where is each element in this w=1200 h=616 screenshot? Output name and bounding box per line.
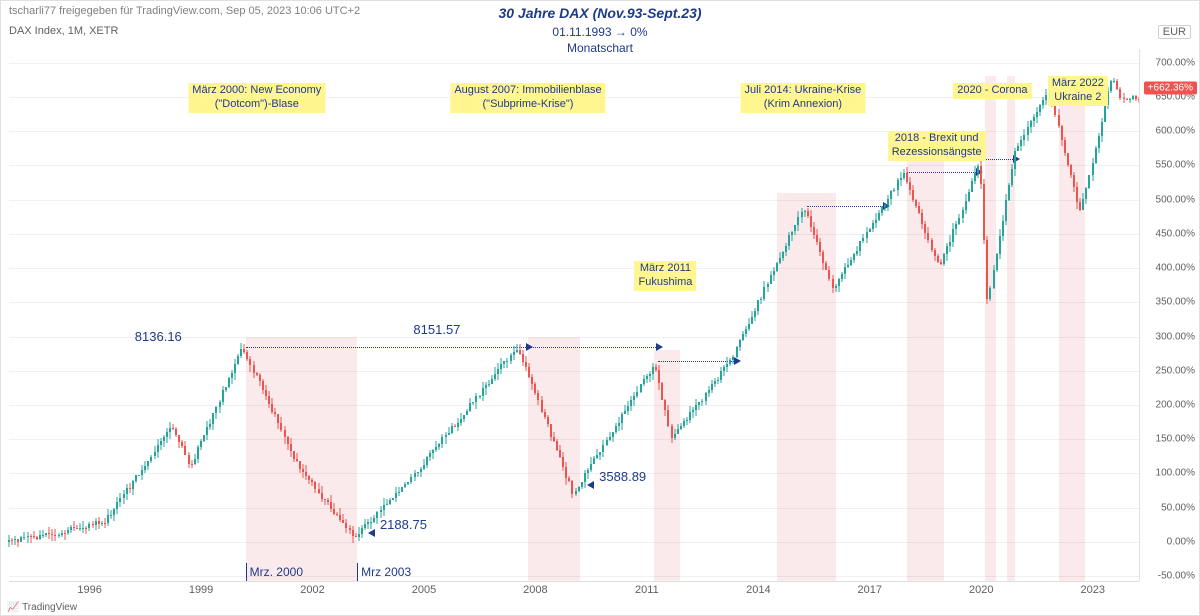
y-tick: 400.00% — [1156, 263, 1195, 274]
value-label: 2188.75 — [380, 517, 427, 532]
trend-line — [907, 172, 978, 173]
tradingview-logo: 📈 TradingView — [7, 602, 77, 613]
event-annotation: August 2007: Immobilienblase("Subprime-K… — [450, 83, 605, 113]
y-tick: 600.00% — [1156, 126, 1195, 137]
x-tick: 2011 — [635, 584, 659, 596]
y-tick: 0.00% — [1167, 536, 1195, 547]
x-tick: 2005 — [412, 584, 436, 596]
trend-line — [246, 347, 528, 348]
y-tick: 100.00% — [1156, 468, 1195, 479]
event-annotation: 2018 - Brexit undRezessionsängste — [888, 131, 986, 161]
symbol-line: DAX Index, 1M, XETR — [9, 25, 118, 41]
last-change-badge: +662.36% — [1144, 82, 1197, 95]
y-tick: 250.00% — [1156, 365, 1195, 376]
x-tick: 2002 — [300, 584, 324, 596]
y-tick: 50.00% — [1161, 502, 1195, 513]
event-annotation: März 2000: New Economy("Dotcom")-Blase — [188, 83, 325, 113]
footer-bar: 📈 TradingView — [1, 601, 1199, 615]
event-annotation: März 2011Fukushima — [635, 261, 697, 291]
y-tick: 450.00% — [1156, 228, 1195, 239]
axis-note-tick — [246, 563, 247, 581]
x-tick: 1996 — [77, 584, 101, 596]
y-tick: 700.00% — [1156, 57, 1195, 68]
y-tick: -50.00% — [1158, 571, 1195, 582]
event-annotation: 2020 - Corona — [953, 83, 1031, 99]
chart-plot-area[interactable]: März 2000: New Economy("Dotcom")-Blase Au… — [9, 49, 1139, 581]
y-tick: 350.00% — [1156, 297, 1195, 308]
event-annotation: Juli 2014: Ukraine-Krise(Krim Annexion) — [741, 83, 866, 113]
x-tick: 2020 — [969, 584, 993, 596]
axis-note-label: Mrz 2003 — [361, 565, 411, 579]
crisis-shade — [528, 337, 580, 581]
crisis-shade — [985, 76, 996, 581]
x-tick: 2014 — [746, 584, 770, 596]
y-axis: -50.00% 0.00% 50.00% 100.00% 150.00% 200.00% 2… — [1139, 49, 1199, 581]
arrow-left-icon — [587, 481, 594, 489]
trend-line — [658, 361, 736, 362]
value-label: 3588.89 — [599, 469, 646, 484]
crisis-shade — [246, 337, 357, 581]
value-label: 8151.57 — [413, 322, 460, 337]
x-tick: 2008 — [523, 584, 547, 596]
axis-note-tick — [357, 563, 358, 581]
x-tick: 2023 — [1080, 584, 1104, 596]
y-tick: 150.00% — [1156, 434, 1195, 445]
x-axis: 1996 1999 2002 2005 2008 2011 2014 2017 2020 2023 — [9, 581, 1139, 601]
y-tick: 300.00% — [1156, 331, 1195, 342]
trend-line — [807, 206, 885, 207]
currency-badge: EUR — [1158, 25, 1191, 39]
y-tick: 200.00% — [1156, 400, 1195, 411]
chart-container: tscharli77 freigegeben für TradingView.c… — [0, 0, 1200, 616]
value-label: 8136.16 — [135, 329, 182, 344]
arrow-right-icon — [656, 343, 663, 351]
x-tick: 1999 — [189, 584, 213, 596]
event-annotation: März 2022Ukraine 2 — [1048, 76, 1108, 106]
trend-line — [985, 159, 1015, 160]
y-tick: 550.00% — [1156, 160, 1195, 171]
axis-note-label: Mrz. 2000 — [250, 565, 303, 579]
y-tick: 500.00% — [1156, 194, 1195, 205]
arrow-left-icon — [368, 529, 375, 537]
x-tick: 2017 — [858, 584, 882, 596]
chart-title: 30 Jahre DAX (Nov.93-Sept.23) — [498, 5, 701, 21]
trend-line — [528, 347, 658, 348]
